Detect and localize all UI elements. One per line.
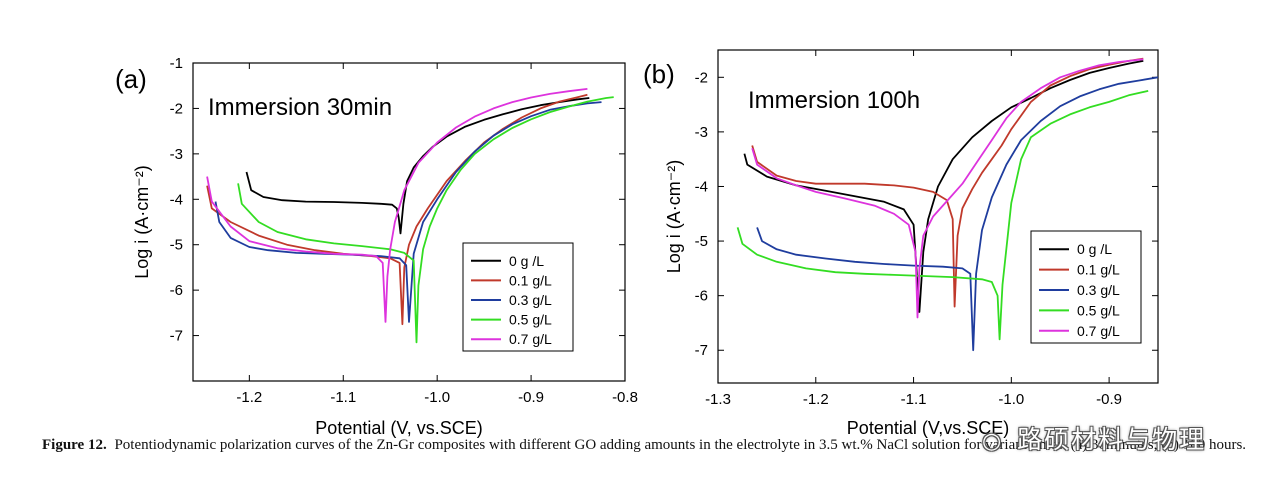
x-tick-label: -1.0 — [424, 389, 450, 406]
panel-label: (a) — [115, 64, 147, 94]
legend-entry: 0.3 g/L — [1077, 282, 1120, 298]
y-tick-label: -5 — [170, 237, 183, 254]
y-tick-label: -2 — [170, 100, 183, 117]
series-line-0 — [245, 97, 590, 235]
series-line-3 — [237, 96, 614, 344]
y-axis-label: Log i (A·cm⁻²) — [664, 160, 684, 274]
series-line-1 — [206, 93, 588, 326]
y-tick-label: -5 — [695, 233, 708, 250]
x-tick-label: -1.3 — [705, 391, 731, 408]
chart-title: Immersion 30min — [208, 94, 392, 121]
series-line-2 — [756, 76, 1158, 352]
plot-frame — [192, 62, 626, 382]
legend-entry: 0 g /L — [509, 253, 544, 269]
y-tick-label: -1 — [170, 55, 183, 72]
series-line-4 — [751, 58, 1144, 319]
legend-entry: 0.7 g/L — [509, 331, 552, 347]
x-tick-label: -1.1 — [330, 389, 356, 406]
x-tick-label: -0.8 — [612, 389, 638, 406]
legend-entry: 0 g /L — [1077, 241, 1112, 257]
caption-text: Potentiodynamic polarization curves of t… — [114, 437, 1247, 453]
legend-entry: 0.1 g/L — [509, 272, 552, 288]
chart-panel-a: -1.2 -1.1 -1.0 -0.9 -0.8 -7 -6 -5 -4 -3 -2 -1 Potent… — [115, 55, 638, 438]
y-tick-label: -2 — [695, 69, 708, 86]
legend-entry: 0.5 g/L — [509, 312, 552, 328]
series-line-1 — [751, 57, 1144, 308]
series-line-3 — [736, 90, 1149, 341]
y-tick-label: -4 — [695, 178, 708, 195]
legend-entry: 0.5 g/L — [1077, 302, 1120, 318]
x-tick-label: -0.9 — [518, 389, 544, 406]
x-tick-label: -1.2 — [803, 391, 829, 408]
wechat-icon: ○ — [982, 429, 1004, 454]
panel-label: (b) — [643, 59, 675, 89]
y-tick-label: -7 — [695, 342, 708, 359]
y-axis-label: Log i (A·cm⁻²) — [132, 165, 152, 279]
legend-entry: 0.3 g/L — [509, 292, 552, 308]
y-tick-label: -3 — [695, 124, 708, 141]
y-tick-label: -7 — [170, 328, 183, 345]
series-line-0 — [743, 60, 1144, 313]
y-tick-label: -4 — [170, 191, 183, 208]
chart-panel-b: -1.3 -1.2 -1.1 -1.0 -0.9 -7 -6 -5 -4 -3 -2 Potentia… — [643, 49, 1159, 438]
legend-entry: 0.7 g/L — [1077, 323, 1120, 339]
series-line-4 — [206, 88, 588, 323]
x-tick-label: -1.1 — [901, 391, 927, 408]
y-tick-label: -3 — [170, 146, 183, 163]
watermark-text: 路硕材料与物理 — [1017, 425, 1207, 454]
x-tick-label: -1.2 — [236, 389, 262, 406]
plot-frame — [717, 49, 1159, 384]
watermark: ○ 路硕材料与物理 — [982, 420, 1206, 456]
y-tick-label: -6 — [170, 282, 183, 299]
legend-entry: 0.1 g/L — [1077, 262, 1120, 278]
x-tick-label: -0.9 — [1096, 391, 1122, 408]
x-axis-label: Potential (V, vs.SCE) — [315, 418, 482, 438]
y-tick-label: -6 — [695, 288, 708, 305]
caption-label: Figure 12. — [42, 437, 107, 453]
x-axis-label: Potential (V,vs.SCE) — [847, 418, 1009, 438]
x-tick-label: -1.0 — [998, 391, 1024, 408]
chart-title: Immersion 100h — [748, 87, 920, 114]
series-line-2 — [214, 101, 602, 323]
figure-caption: Figure 12. Potentiodynamic polarization … — [42, 434, 1267, 456]
